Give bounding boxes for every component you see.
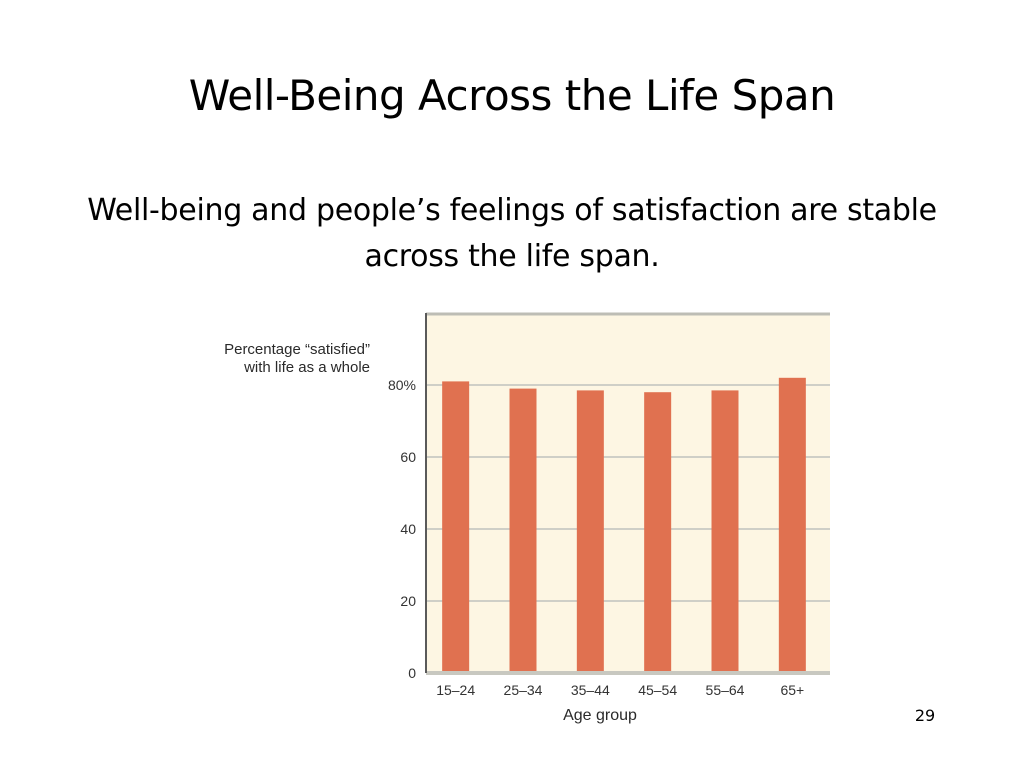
y-tick-label: 60: [400, 449, 416, 465]
bar-chart: Percentage “satisfied” with life as a wh…: [180, 305, 840, 735]
slide-title: Well-Being Across the Life Span: [188, 71, 836, 120]
bar: [509, 388, 537, 673]
y-tick-label: 80%: [388, 377, 416, 393]
page-number: 29: [914, 706, 936, 725]
bar: [644, 392, 672, 673]
slide-subtitle: Well-being and people’s feelings of sati…: [87, 193, 937, 274]
bar: [711, 390, 739, 673]
x-tick-label: 25–34: [504, 682, 543, 698]
plot-background: [426, 313, 830, 673]
bar: [442, 381, 470, 673]
bar: [576, 390, 604, 673]
x-tick-label: 45–54: [638, 682, 677, 698]
x-tick-label: 15–24: [436, 682, 475, 698]
x-tick-label: 65+: [780, 682, 804, 698]
y-axis-label: Percentage “satisfied” with life as a wh…: [180, 341, 370, 377]
bar: [778, 377, 806, 673]
y-axis-label-line-1: Percentage “satisfied”: [224, 341, 370, 358]
x-tick-label: 55–64: [706, 682, 745, 698]
x-tick-label: 35–44: [571, 682, 610, 698]
y-tick-label: 20: [400, 593, 416, 609]
y-axis-label-line-2: with life as a whole: [244, 359, 370, 376]
y-tick-label: 40: [400, 521, 416, 537]
chart-svg: 0 20 40 60 80% 15–24 25–34 35–44 45–54 55–64 65+ Ag…: [388, 312, 830, 724]
y-tick-label: 0: [408, 665, 416, 681]
x-axis-label: Age group: [563, 707, 637, 724]
